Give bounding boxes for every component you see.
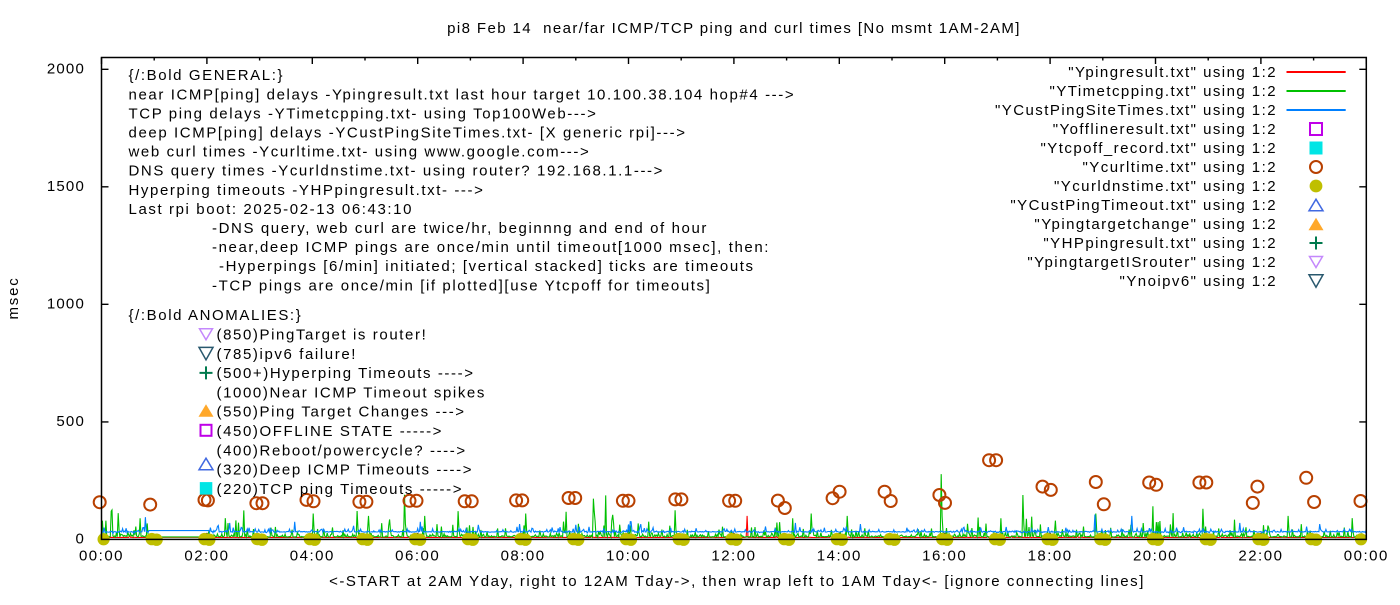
svg-text:-near,deep ICMP pings are once: -near,deep ICMP pings are once/min until… [212,239,770,256]
svg-text:2000: 2000 [47,61,85,78]
svg-text:pi8 Feb 14 near/far ICMP/TCP: pi8 Feb 14 near/far ICMP/TCP ping and cu… [447,20,1021,37]
svg-text:"YTimetcpping.txt" using 1:2: "YTimetcpping.txt" using 1:2 [1050,83,1277,100]
svg-text:12:00: 12:00 [711,548,756,565]
svg-text:"YCustPingTimeout.txt" using 1: "YCustPingTimeout.txt" using 1:2 [1010,197,1277,214]
svg-text:"Yofflineresult.txt" using 1:2: "Yofflineresult.txt" using 1:2 [1053,121,1277,138]
svg-text:22:00: 22:00 [1238,548,1283,565]
svg-text:DNS query times -Ycurldnstime.: DNS query times -Ycurldnstime.txt- using… [129,163,665,180]
svg-text:"YpingtargetISrouter" using 1:: "YpingtargetISrouter" using 1:2 [1027,254,1277,271]
svg-text:near ICMP[ping] delays -Ypingr: near ICMP[ping] delays -Ypingresult.txt … [129,86,796,103]
svg-text:18:00: 18:00 [1028,548,1073,565]
svg-text:20:00: 20:00 [1133,548,1178,565]
svg-text:00:00: 00:00 [79,548,124,565]
svg-text:500: 500 [56,413,85,430]
svg-text:"Ypingresult.txt" using 1:2: "Ypingresult.txt" using 1:2 [1068,64,1277,81]
svg-text:04:00: 04:00 [290,548,335,565]
svg-text:"Ypingtargetchange" using 1:2: "Ypingtargetchange" using 1:2 [1034,216,1277,233]
svg-text:(400)Reboot/powercycle? ---->: (400)Reboot/powercycle? ----> [217,442,467,459]
svg-text:"Ycurltime.txt" using 1:2: "Ycurltime.txt" using 1:2 [1083,159,1277,176]
svg-text:0: 0 [75,531,85,548]
svg-text:08:00: 08:00 [501,548,546,565]
svg-text:(1000)Near ICMP Timeout spikes: (1000)Near ICMP Timeout spikes [217,384,486,401]
svg-text:(320)Deep ICMP Timeouts ---->: (320)Deep ICMP Timeouts ----> [217,462,474,479]
svg-text:16:00: 16:00 [922,548,967,565]
svg-text:web curl times -Ycurltime.txt-: web curl times -Ycurltime.txt- using www… [128,144,591,161]
svg-text:Hyperping timeouts -YHPpingres: Hyperping timeouts -YHPpingresult.txt- -… [129,182,485,199]
svg-text:-TCP pings are once/min [if pl: -TCP pings are once/min [if plotted][use… [212,277,711,294]
svg-text:TCP ping delays -YTimetcpping.: TCP ping delays -YTimetcpping.txt- using… [129,105,598,122]
svg-text:<-START at 2AM Yday, right to: <-START at 2AM Yday, right to 12AM Tday-… [329,573,1145,590]
svg-text:1000: 1000 [47,296,85,313]
svg-text:(500+)Hyperping Timeouts ---->: (500+)Hyperping Timeouts ----> [217,365,475,382]
svg-text:"YCustPingSiteTimes.txt" using: "YCustPingSiteTimes.txt" using 1:2 [995,102,1277,119]
svg-text:(220)TCP ping Timeouts ----->: (220)TCP ping Timeouts -----> [217,481,464,498]
svg-text:{/:Bold ANOMALIES:}: {/:Bold ANOMALIES:} [129,307,303,324]
svg-text:06:00: 06:00 [395,548,440,565]
svg-text:00:00: 00:00 [1344,548,1389,565]
svg-text:-DNS query, web curl are twice: -DNS query, web curl are twice/hr, begin… [212,220,708,237]
svg-text:msec: msec [5,276,22,319]
svg-text:02:00: 02:00 [184,548,229,565]
svg-text:(850)PingTarget is router!: (850)PingTarget is router! [217,327,428,344]
svg-text:"Ytcpoff_record.txt" using 1:2: "Ytcpoff_record.txt" using 1:2 [1041,140,1277,157]
svg-text:"Ynoipv6" using 1:2: "Ynoipv6" using 1:2 [1120,273,1277,290]
svg-text:"Ycurldnstime.txt" using 1:2: "Ycurldnstime.txt" using 1:2 [1054,178,1277,195]
svg-text:Last rpi boot: 2025-02-13 06:4: Last rpi boot: 2025-02-13 06:43:10 [129,201,414,218]
svg-text:"YHPpingresult.txt" using 1:2: "YHPpingresult.txt" using 1:2 [1043,235,1277,252]
svg-text:deep ICMP[ping] delays -YCustP: deep ICMP[ping] delays -YCustPingSiteTim… [129,125,687,142]
svg-text:{/:Bold GENERAL:}: {/:Bold GENERAL:} [129,67,285,84]
svg-text:-Hyperpings [6/min] initiated;: -Hyperpings [6/min] initiated; [vertical… [219,258,755,275]
svg-text:10:00: 10:00 [606,548,651,565]
svg-text:(550)Ping Target Changes --->: (550)Ping Target Changes ---> [217,404,466,421]
svg-text:1500: 1500 [47,178,85,195]
svg-text:(450)OFFLINE STATE ----->: (450)OFFLINE STATE -----> [217,423,444,440]
svg-text:(785)ipv6 failure!: (785)ipv6 failure! [217,346,358,363]
svg-text:14:00: 14:00 [817,548,862,565]
